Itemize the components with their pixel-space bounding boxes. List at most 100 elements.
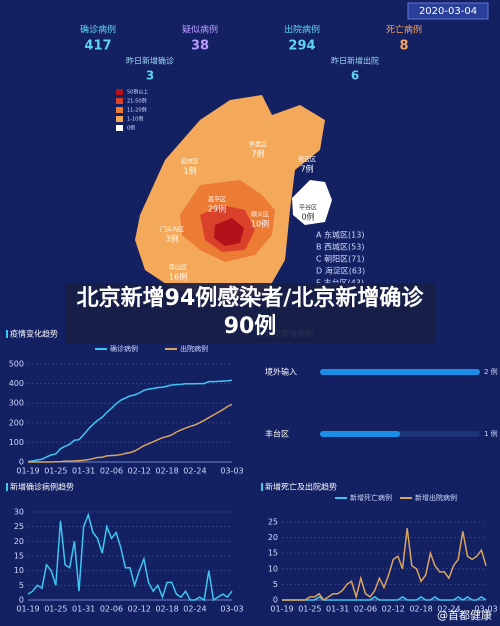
x-tick-label: 02-18 [409,605,432,614]
stat-label: 疑似病例 [182,24,218,36]
series-line [282,595,487,601]
x-tick-label: 03-03 [220,467,243,476]
y-tick-label: 0 [273,596,278,605]
y-tick-label: 100 [9,438,24,447]
x-tick-label: 03-03 [220,605,243,614]
x-tick-label: 01-19 [16,467,39,476]
legend-label: 新增出院病例 [415,493,457,502]
x-tick-label: 02-18 [155,605,178,614]
bar [320,369,480,375]
district-list: C 朝阳区(71) [316,255,365,264]
x-tick-label: 02-06 [100,605,123,614]
stat-value: 38 [191,39,209,54]
legend-label: 出院病例 [180,344,208,353]
legend-swatch [116,116,123,122]
new-label: 昨日新增确诊 [126,56,174,66]
legend-label: 21-50例 [127,98,147,105]
date-box [407,2,489,20]
district-name: 昌平区 [208,197,226,204]
series-line [27,512,233,602]
date: 2020-03-04 [419,6,477,17]
x-tick-label: 02-24 [183,467,206,476]
value-label: 1 例 [484,429,498,438]
chart-title: 疫情变化趋势 [10,329,58,339]
series-line [27,379,233,463]
x-tick-label: 02-12 [382,605,405,614]
district-name: 怀柔区 [249,141,267,149]
legend-label: 新增死亡病例 [350,493,392,502]
x-tick-label: 02-24 [183,605,206,614]
stat-value: 8 [399,39,408,54]
x-tick-label: 02-24 [437,605,460,614]
chart-title: 新增确诊病例趋势 [10,482,74,492]
stat-label: 死亡病例 [386,24,422,36]
y-tick-label: 25 [14,522,24,531]
legend-swatch [116,107,123,113]
legend-label: 0例 [127,125,135,132]
district-count: 7例 [300,164,313,174]
district-count: 16例 [169,272,187,282]
region [214,218,244,246]
y-tick-label: 15 [268,549,278,558]
x-tick-label: 02-06 [354,605,377,614]
y-tick-label: 20 [268,533,278,542]
district-list: A 东城区(13) [316,230,364,240]
stat-label: 确诊病例 [80,24,116,36]
legend-label: 1-10例 [127,116,143,123]
district-count: 0例 [301,212,314,222]
chart-title: 新增死亡及出院趋势 [265,482,337,492]
y-tick-label: 500 [9,360,24,369]
y-tick-label: 25 [268,518,278,527]
title-marker [6,330,8,338]
legend-swatch [116,89,123,95]
district-list: B 西城区(53) [316,243,364,252]
new-value: 3 [146,69,154,83]
x-tick-label: 02-12 [128,605,151,614]
y-tick-label: 0 [19,596,24,605]
x-tick-label: 02-12 [128,467,151,476]
x-tick-label: 01-31 [72,605,95,614]
district-count: 1例 [183,166,196,176]
y-tick-label: 30 [14,508,24,517]
new-label: 昨日新增出院 [331,56,379,66]
region [292,180,332,225]
x-tick-label: 02-06 [100,467,123,476]
x-tick-label: 01-31 [326,605,349,614]
stat-value: 417 [84,39,111,54]
x-tick-label: 01-25 [44,605,67,614]
stat-label: 出院病例 [284,24,320,36]
district-name: 门头沟区 [160,226,184,234]
district-count: 29例 [208,204,226,214]
x-tick-label: 01-31 [72,467,95,476]
y-tick-label: 15 [14,552,24,561]
x-tick-label: 01-19 [16,605,39,614]
y-tick-label: 5 [19,581,24,590]
x-tick-label: 02-18 [155,467,178,476]
series-line [28,403,233,463]
y-tick-label: 200 [9,418,24,427]
district-list: E 丰台区(43) [316,278,364,288]
legend-label: 确诊病例 [110,344,138,353]
headline: 北京新增94例感染者/北京新增确诊90例 [76,286,424,339]
district-name: 顺义区 [251,212,269,219]
district-count: 10例 [251,219,269,229]
x-tick-label: 03-03 [474,605,497,614]
new-value: 6 [351,69,359,83]
map [135,95,332,300]
bar [320,431,400,437]
x-tick-label: 01-19 [270,605,293,614]
legend-swatch [116,98,123,104]
y-tick-label: 400 [9,379,24,388]
district-name: 密云区 [298,156,316,164]
y-tick-label: 10 [14,566,24,575]
district-name: 延庆区 [181,158,199,166]
y-tick-label: 0 [19,458,24,467]
legend-swatch [116,125,123,131]
x-tick-label: 01-25 [44,467,67,476]
series-line [282,528,487,602]
district-list: D 海淀区(63) [316,266,365,276]
bar-label: 丰台区 [265,429,289,439]
title-marker [6,483,8,491]
